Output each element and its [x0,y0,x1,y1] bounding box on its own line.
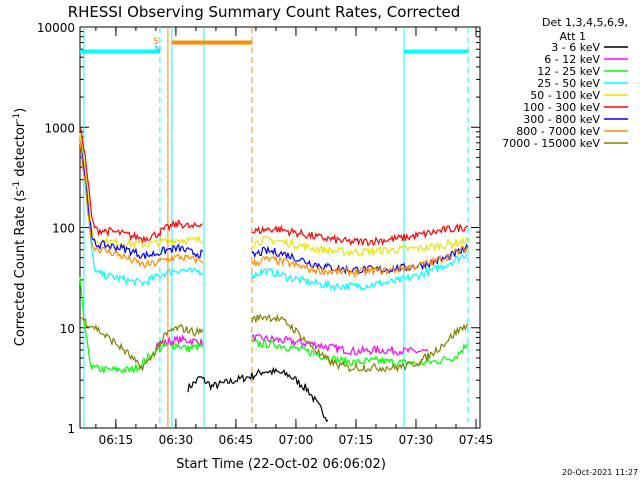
y-tick-label: 10000 [37,21,75,35]
legend-label: 7000 - 15000 keV [502,137,600,150]
legend-label: 300 - 800 keV [523,113,600,126]
flag-n-label: N [155,45,162,55]
series-line-8 [79,313,469,373]
x-tick-label: 06:45 [219,433,254,447]
legend-label: 12 - 25 keV [537,65,600,78]
legend-label: 3 - 6 keV [551,41,600,54]
plot-area: 1 10 100 1000 10000 06:15 06:30 06:45 07:00 07:15… [37,21,493,447]
flag-s-label: S [153,37,159,47]
y-axis-label-sup2: -1 [12,113,22,122]
x-tick-label: 06:15 [99,433,134,447]
x-tick-label: 07:00 [279,433,314,447]
x-axis-label: Start Time (22-Oct-02 06:06:02) [176,457,386,472]
legend-label: 800 - 7000 keV [516,125,600,138]
y-axis-label: Corrected Count Rate (s-1 detector-1) [12,108,28,346]
y-axis-label-main: Corrected Count Rate (s [13,190,28,347]
series-line-6 [79,140,469,275]
x-tick-label: 07:15 [339,433,374,447]
y-tick-label: 100 [52,222,75,236]
y-tick-label: 1 [67,422,75,436]
y-tick-label: 10 [60,322,75,336]
legend-label: 6 - 12 keV [544,53,600,66]
series-line-7 [79,140,469,279]
y-axis-label-mid: detector [13,121,28,181]
x-tick-label: 06:30 [159,433,194,447]
x-tick-label: 07:45 [459,433,494,447]
series-line-0 [187,366,329,423]
legend-header-line-2: Att 1 [560,30,586,43]
series-line-3 [79,134,469,292]
timestamp: 20-Oct-2021 11:27 [562,468,638,477]
legend-label: 50 - 100 keV [530,89,600,102]
x-tick-label: 07:30 [399,433,434,447]
y-axis-label-end: ) [13,108,28,113]
series-line-2 [79,276,469,374]
series-line-5 [79,127,469,247]
legend-label: 100 - 300 keV [523,101,600,114]
legend-header-line-1: Det 1,3,4,5,6,9, [542,16,628,29]
series-line-1 [155,333,429,356]
y-axis-label-sup1: -1 [12,181,22,190]
chart-title: RHESSI Observing Summary Count Rates, Co… [68,3,461,21]
y-tick-label: 1000 [44,121,75,135]
legend-label: 25 - 50 keV [537,77,600,90]
